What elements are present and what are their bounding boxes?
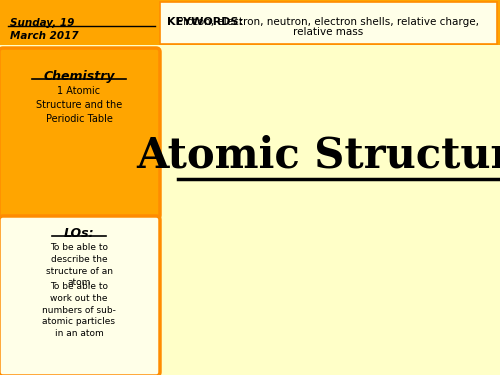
- Text: To be able to
work out the
numbers of sub-
atomic particles
in an atom: To be able to work out the numbers of su…: [42, 282, 116, 338]
- Text: relative mass: relative mass: [293, 27, 363, 37]
- Text: LOs:: LOs:: [64, 227, 94, 240]
- FancyBboxPatch shape: [0, 48, 160, 219]
- FancyBboxPatch shape: [0, 0, 500, 45]
- Text: Sunday, 19
March 2017: Sunday, 19 March 2017: [10, 18, 78, 41]
- Text: 1 Atomic
Structure and the
Periodic Table: 1 Atomic Structure and the Periodic Tabl…: [36, 86, 122, 124]
- Text: To be able to
describe the
structure of an
atom: To be able to describe the structure of …: [46, 243, 112, 287]
- Text: Chemistry: Chemistry: [44, 70, 115, 83]
- FancyBboxPatch shape: [0, 216, 160, 375]
- Text: Proton, electron, neutron, electron shells, relative charge,: Proton, electron, neutron, electron shel…: [177, 17, 479, 27]
- FancyBboxPatch shape: [160, 2, 497, 44]
- Text: Atomic Structure: Atomic Structure: [136, 134, 500, 176]
- Text: KEYWORDS:: KEYWORDS:: [167, 17, 243, 27]
